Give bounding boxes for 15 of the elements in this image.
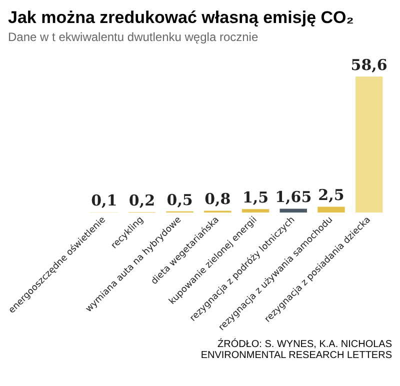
bar	[280, 208, 307, 213]
data-label: 1,65	[275, 188, 312, 206]
data-label: 0,2	[128, 191, 156, 210]
bar	[355, 76, 383, 213]
data-label: 1,5	[242, 188, 269, 206]
data-label: 0,5	[166, 190, 193, 209]
data-label: 0,8	[204, 190, 231, 208]
bar	[318, 206, 345, 213]
chart-title: Jak można zredukować własną emisję CO₂	[8, 8, 355, 28]
chart-subtitle: Dane w t ekwiwalentu dwutlenku węgla rocznie	[8, 30, 260, 44]
data-label: 0,1	[91, 192, 118, 210]
data-label: 58,6	[350, 56, 388, 74]
text: ŹRÓDŁO: S. WYNES, K.A. NICHOLAS ENVIRONMENTAL RESEARCH LETTERS	[200, 339, 392, 361]
data-label: 2,5	[318, 186, 344, 204]
bar	[242, 209, 270, 213]
